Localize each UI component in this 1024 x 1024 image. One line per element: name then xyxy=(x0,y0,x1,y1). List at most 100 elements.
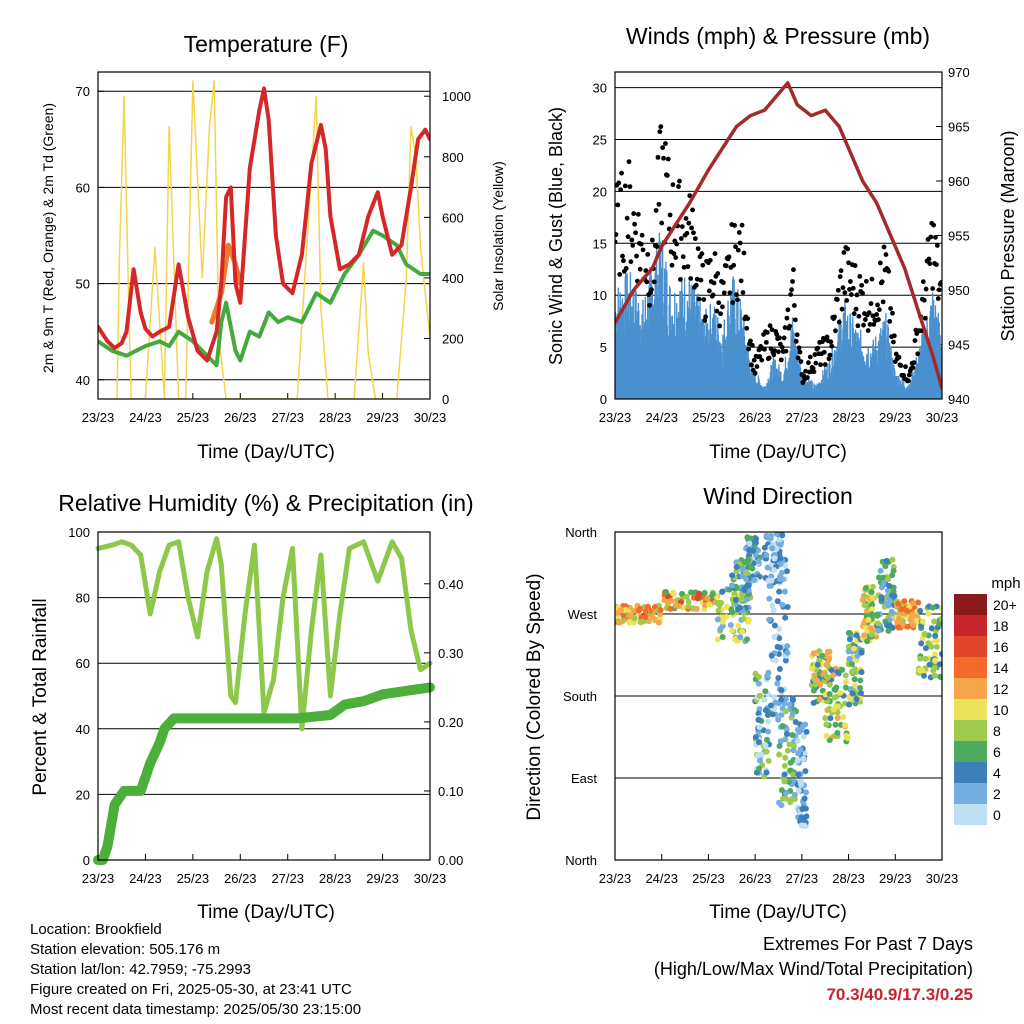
gust-point xyxy=(903,364,908,370)
direction-point xyxy=(865,616,872,623)
direction-point xyxy=(842,684,849,691)
legend-swatch xyxy=(954,615,987,636)
y2-tick-label: 800 xyxy=(442,150,464,165)
direction-point xyxy=(779,601,786,608)
gust-point xyxy=(754,364,760,369)
direction-point xyxy=(918,640,925,647)
direction-point xyxy=(863,608,870,615)
gust-point xyxy=(853,306,859,312)
direction-point xyxy=(843,732,850,739)
x-tick-label: 29/23 xyxy=(879,410,912,425)
gust-point xyxy=(693,282,699,288)
rh-line xyxy=(95,536,433,732)
direction-point xyxy=(626,618,633,625)
gust-point xyxy=(822,362,828,367)
gust-point xyxy=(815,345,821,351)
direction-point xyxy=(929,604,936,611)
direction-point xyxy=(744,582,751,589)
direction-point xyxy=(913,617,920,624)
gust-point xyxy=(778,357,784,363)
gust-point xyxy=(744,325,750,331)
y-tick-label: 60 xyxy=(76,656,90,671)
direction-point xyxy=(846,636,853,643)
direction-point xyxy=(766,595,773,602)
gust-point xyxy=(699,251,705,257)
direction-point xyxy=(878,594,885,601)
temperature-ylabel-left: 2m & 9m T (Red, Orange) & 2m Td (Green) xyxy=(40,103,56,373)
y2-tick-label: 0.00 xyxy=(438,853,463,868)
direction-point xyxy=(919,667,926,674)
legend-swatch xyxy=(954,699,987,720)
direction-point xyxy=(853,696,860,703)
direction-point xyxy=(794,757,801,764)
direction-point xyxy=(675,602,682,609)
direction-point xyxy=(846,701,853,708)
gust-point xyxy=(733,244,738,250)
x-tick-label: 24/23 xyxy=(645,871,678,886)
gust-point xyxy=(821,349,827,355)
y-tick-label: 100 xyxy=(68,525,90,540)
direction-point xyxy=(771,555,778,562)
direction-point xyxy=(845,630,852,637)
direction-point xyxy=(776,635,783,642)
gust-point xyxy=(921,297,927,303)
direction-xlabel: Time (Day/UTC) xyxy=(709,902,847,923)
direction-point xyxy=(776,588,783,595)
y2-tick-label: 945 xyxy=(948,338,970,353)
direction-point xyxy=(797,746,804,753)
direction-point xyxy=(831,686,838,693)
direction-point xyxy=(775,716,782,723)
direction-point xyxy=(909,611,916,618)
gust-point xyxy=(766,355,772,361)
gust-point xyxy=(632,221,638,227)
direction-point xyxy=(868,589,875,596)
gust-point xyxy=(690,207,695,213)
direction-point xyxy=(819,652,826,659)
gust-point xyxy=(813,360,819,366)
gust-point xyxy=(785,307,791,313)
gust-point xyxy=(877,260,883,266)
winds-title: Winds (mph) & Pressure (mb) xyxy=(626,23,930,49)
direction-point xyxy=(834,669,841,676)
direction-point xyxy=(790,771,797,778)
gust-point xyxy=(841,250,847,255)
direction-point xyxy=(895,624,902,631)
gust-point xyxy=(859,282,865,288)
direction-point xyxy=(848,668,855,675)
x-tick-label: 28/23 xyxy=(319,871,352,886)
direction-point xyxy=(783,730,790,737)
direction-point xyxy=(745,618,752,625)
direction-point xyxy=(746,547,753,554)
direction-point xyxy=(685,603,692,610)
gust-point xyxy=(762,346,767,352)
gust-point xyxy=(686,220,692,226)
gust-point xyxy=(769,327,775,332)
direction-point xyxy=(826,681,833,688)
direction-point xyxy=(880,574,887,581)
gust-point xyxy=(679,224,685,230)
gust-point xyxy=(715,271,721,276)
gust-point xyxy=(876,317,881,322)
gust-point xyxy=(671,251,677,256)
direction-point xyxy=(758,751,765,758)
direction-point xyxy=(854,653,861,660)
gust-point xyxy=(920,279,926,285)
x-tick-label: 28/23 xyxy=(832,410,865,425)
gust-point xyxy=(807,354,813,360)
y2-tick-label: 955 xyxy=(948,229,970,244)
direction-point xyxy=(667,605,674,612)
gust-point xyxy=(861,322,866,328)
direction-point xyxy=(642,608,649,615)
direction-point xyxy=(716,599,723,606)
legend-label: 16 xyxy=(993,639,1009,655)
direction-point xyxy=(936,661,942,668)
gust-point xyxy=(911,360,917,366)
direction-point xyxy=(693,605,700,612)
gust-point xyxy=(790,279,795,284)
direction-point xyxy=(771,567,778,574)
direction-point xyxy=(664,598,671,605)
gust-point xyxy=(726,254,732,260)
direction-point xyxy=(747,564,754,571)
gust-point xyxy=(616,180,622,186)
direction-point xyxy=(789,695,796,702)
